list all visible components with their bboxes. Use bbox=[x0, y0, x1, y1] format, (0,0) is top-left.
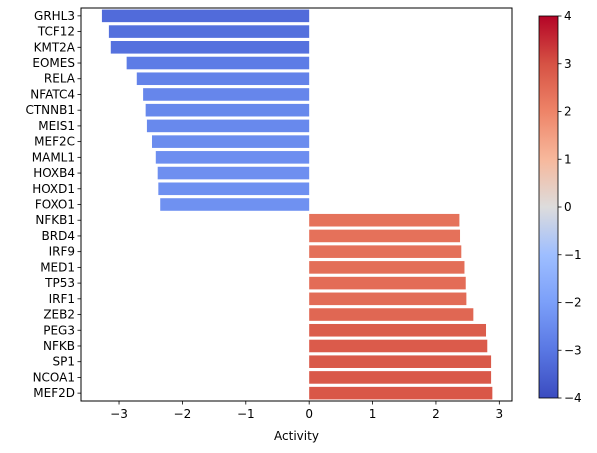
y-tick-label-rela: RELA bbox=[44, 72, 76, 86]
x-tick-label: 2 bbox=[432, 407, 440, 421]
y-tick-label-tcf12: TCF12 bbox=[37, 25, 75, 39]
bar-ctnnb1 bbox=[145, 103, 310, 117]
bar-nfatc4 bbox=[143, 88, 310, 101]
y-tick-label-tp53: TP53 bbox=[44, 276, 75, 290]
y-tick-label-hoxb4: HOXB4 bbox=[33, 166, 75, 180]
bar-eomes bbox=[126, 56, 310, 70]
bar-foxo1 bbox=[160, 198, 310, 211]
bar-irf9 bbox=[309, 245, 462, 258]
colorbar-tick-label: 4 bbox=[564, 9, 572, 23]
bars-group bbox=[101, 9, 493, 400]
y-tick-label-peg3: PEG3 bbox=[43, 323, 75, 337]
y-tick-label-zeb2: ZEB2 bbox=[43, 308, 75, 322]
bar-ncoa1 bbox=[309, 371, 492, 384]
y-tick-label-eomes: EOMES bbox=[32, 56, 75, 70]
x-tick-label: −2 bbox=[174, 407, 192, 421]
bar-med1 bbox=[309, 261, 465, 274]
x-tick-label: −1 bbox=[237, 407, 255, 421]
bar-tcf12 bbox=[108, 25, 310, 38]
bar-tp53 bbox=[309, 276, 466, 290]
bar-irf1 bbox=[309, 292, 467, 306]
y-tick-label-brd4: BRD4 bbox=[42, 229, 75, 243]
bar-maml1 bbox=[155, 151, 310, 164]
y-tick-label-ctnnb1: CTNNB1 bbox=[25, 103, 75, 117]
bar-rela bbox=[136, 72, 310, 86]
x-tick-label: −3 bbox=[110, 407, 128, 421]
y-tick-label-med1: MED1 bbox=[40, 260, 75, 274]
colorbar-tick-label: −4 bbox=[564, 391, 582, 405]
bar-nfkb bbox=[309, 339, 488, 353]
bar-hoxd1 bbox=[158, 182, 310, 196]
y-tick-label-nfkb: NFKB bbox=[43, 339, 75, 353]
y-tick-label-nfatc4: NFATC4 bbox=[30, 87, 75, 101]
colorbar-gradient bbox=[539, 16, 558, 398]
y-tick-label-grhl3: GRHL3 bbox=[34, 9, 75, 23]
y-tick-label-kmt2a: KMT2A bbox=[34, 40, 76, 54]
colorbar-tick-label: −2 bbox=[564, 296, 582, 310]
bar-meis1 bbox=[146, 119, 310, 133]
bar-kmt2a bbox=[110, 41, 310, 54]
colorbar-tick-label: −1 bbox=[564, 248, 582, 262]
colorbar-tick-label: 0 bbox=[564, 200, 572, 214]
y-tick-label-mef2c: MEF2C bbox=[34, 135, 75, 149]
y-tick-label-mef2d: MEF2D bbox=[33, 386, 75, 400]
bar-zeb2 bbox=[309, 308, 474, 321]
bar-peg3 bbox=[309, 323, 487, 337]
bar-hoxb4 bbox=[157, 166, 310, 180]
x-tick-label: 3 bbox=[496, 407, 504, 421]
x-axis-title: Activity bbox=[274, 429, 319, 443]
y-tick-label-ncoa1: NCOA1 bbox=[33, 370, 75, 384]
bar-mef2d bbox=[309, 386, 493, 400]
bar-grhl3 bbox=[101, 9, 310, 23]
bar-mef2c bbox=[151, 135, 310, 148]
y-tick-label-maml1: MAML1 bbox=[32, 150, 75, 164]
bar-brd4 bbox=[309, 229, 461, 243]
y-tick-label-hoxd1: HOXD1 bbox=[32, 182, 75, 196]
bar-sp1 bbox=[309, 355, 492, 368]
y-tick-label-nfkb1: NFKB1 bbox=[35, 213, 75, 227]
colorbar-tick-label: 3 bbox=[564, 57, 572, 71]
colorbar-tick-label: −3 bbox=[564, 343, 582, 357]
x-tick-label: 1 bbox=[369, 407, 377, 421]
bar-nfkb1 bbox=[309, 213, 460, 227]
colorbar: −4 −3 −2 −1 0 1 2 3 4 bbox=[538, 9, 582, 405]
y-tick-label-irf9: IRF9 bbox=[49, 245, 75, 259]
y-tick-label-foxo1: FOXO1 bbox=[35, 198, 75, 212]
y-tick-label-sp1: SP1 bbox=[53, 355, 76, 369]
y-tick-label-meis1: MEIS1 bbox=[38, 119, 75, 133]
y-tick-label-irf1: IRF1 bbox=[49, 292, 75, 306]
colorbar-tick-label: 2 bbox=[564, 105, 572, 119]
colorbar-tick-label: 1 bbox=[564, 152, 572, 166]
x-tick-label: 0 bbox=[305, 407, 313, 421]
